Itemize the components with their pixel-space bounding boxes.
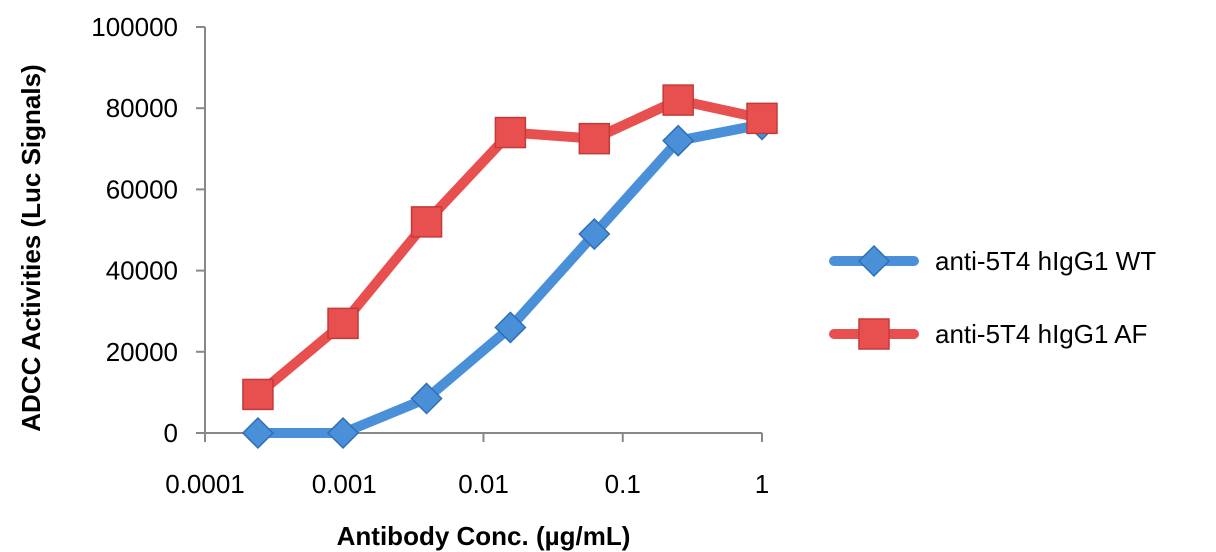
x-tick-label: 0.01 xyxy=(458,469,509,499)
legend-label: anti-5T4 hIgG1 AF xyxy=(935,319,1147,349)
data-point xyxy=(578,122,611,155)
legend-label: anti-5T4 hIgG1 WT xyxy=(935,246,1156,276)
data-point xyxy=(241,416,275,450)
legend-swatch-marker xyxy=(858,318,890,350)
legend-item: anti-5T4 hIgG1 AF xyxy=(829,318,1147,350)
y-ticks: 0 20000 40000 60000 80000 100000 xyxy=(91,12,205,448)
y-axis-title: ADCC Activities (Luc Signals) xyxy=(16,64,46,431)
x-tick-label: 0.0001 xyxy=(165,469,245,499)
data-point xyxy=(494,311,527,344)
data-point xyxy=(746,102,778,135)
x-tick-label: 0.1 xyxy=(605,469,641,499)
y-tick-label: 100000 xyxy=(91,12,178,42)
data-point xyxy=(662,124,695,157)
legend-swatch-marker xyxy=(857,244,891,278)
series-1 xyxy=(241,108,779,450)
series-line xyxy=(252,119,767,438)
x-tick-label: 0.001 xyxy=(312,469,377,499)
data-point xyxy=(410,206,443,238)
data-point xyxy=(410,382,443,415)
series-layer xyxy=(241,84,779,450)
y-tick-label: 80000 xyxy=(106,93,178,123)
data-point xyxy=(326,416,360,450)
data-point xyxy=(578,217,611,251)
y-tick-label: 20000 xyxy=(106,337,178,367)
y-tick-label: 40000 xyxy=(106,256,178,286)
data-point xyxy=(242,378,274,411)
y-tick-label: 60000 xyxy=(106,174,178,204)
data-point xyxy=(662,84,694,116)
x-tick-label: 1 xyxy=(755,469,769,499)
y-tick-label: 0 xyxy=(164,418,178,448)
data-point xyxy=(494,116,527,149)
legend: anti-5T4 hIgG1 WT anti-5T4 hIgG1 AF xyxy=(829,244,1156,350)
data-point xyxy=(327,307,359,340)
legend-item: anti-5T4 hIgG1 WT xyxy=(829,244,1156,278)
series-2 xyxy=(242,84,778,411)
x-axis-title: Antibody Conc. (µg/mL) xyxy=(337,521,631,551)
